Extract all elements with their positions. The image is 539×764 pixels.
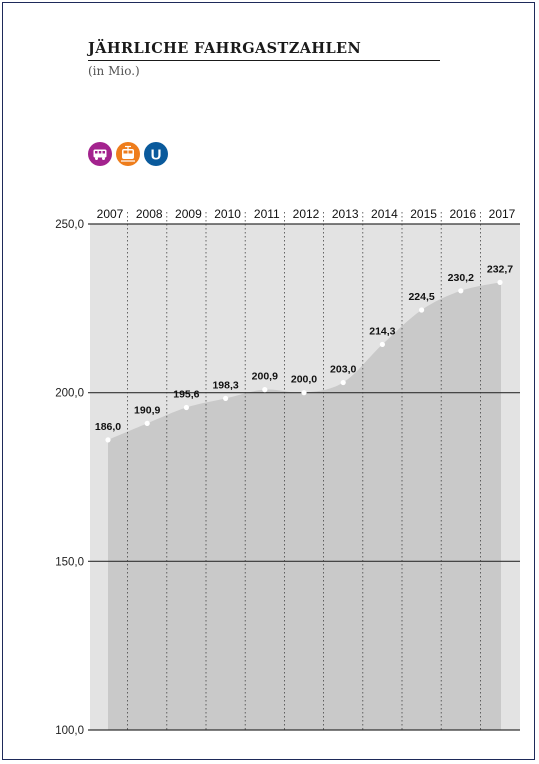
y-tick-label: 250,0	[55, 219, 84, 231]
data-point	[105, 437, 111, 443]
data-label: 214,3	[369, 325, 395, 337]
ridership-area	[108, 282, 501, 730]
data-point	[497, 279, 503, 285]
title-underline	[88, 60, 440, 61]
x-tick-label: 2007	[97, 207, 124, 221]
y-tick-label: 200,0	[55, 388, 84, 400]
data-label: 198,3	[212, 379, 238, 391]
data-label: 200,0	[291, 374, 317, 386]
x-tick-label: 2011	[254, 207, 280, 221]
data-point	[340, 379, 346, 386]
data-point	[419, 307, 425, 313]
x-tick-label: 2016	[449, 207, 476, 221]
ubahn-icon: U	[144, 142, 168, 166]
ubahn-letter: U	[151, 147, 162, 164]
bus-icon	[88, 142, 112, 166]
x-tick-label: 2013	[332, 207, 359, 221]
data-label: 190,9	[134, 404, 160, 416]
x-tick-label: 2010	[214, 207, 241, 221]
data-label: 195,6	[173, 389, 199, 401]
x-tick-label: 2009	[175, 207, 202, 221]
data-point	[144, 420, 150, 426]
data-point	[183, 404, 189, 411]
data-point	[262, 387, 268, 393]
data-label: 186,0	[95, 421, 121, 433]
y-tick-label: 150,0	[55, 556, 84, 568]
chart-subtitle: (in Mio.)	[88, 64, 140, 78]
data-point	[458, 288, 464, 294]
x-tick-label: 2012	[293, 207, 320, 221]
data-label: 232,7	[487, 263, 513, 275]
tram-icon	[116, 142, 140, 166]
x-tick-label: 2017	[489, 207, 516, 221]
data-label: 224,5	[408, 291, 434, 303]
data-label: 200,9	[252, 371, 278, 383]
y-tick-label: 100,0	[55, 725, 84, 737]
data-label: 203,0	[330, 364, 356, 376]
chart-title: JÄHRLICHE FAHRGASTZAHLEN	[88, 40, 362, 57]
data-label: 230,2	[448, 272, 474, 284]
data-point	[301, 390, 307, 396]
data-point	[223, 395, 229, 402]
x-tick-label: 2015	[410, 207, 437, 221]
x-tick-label: 2014	[371, 207, 398, 221]
x-tick-label: 2008	[136, 207, 163, 221]
data-point	[379, 341, 385, 348]
